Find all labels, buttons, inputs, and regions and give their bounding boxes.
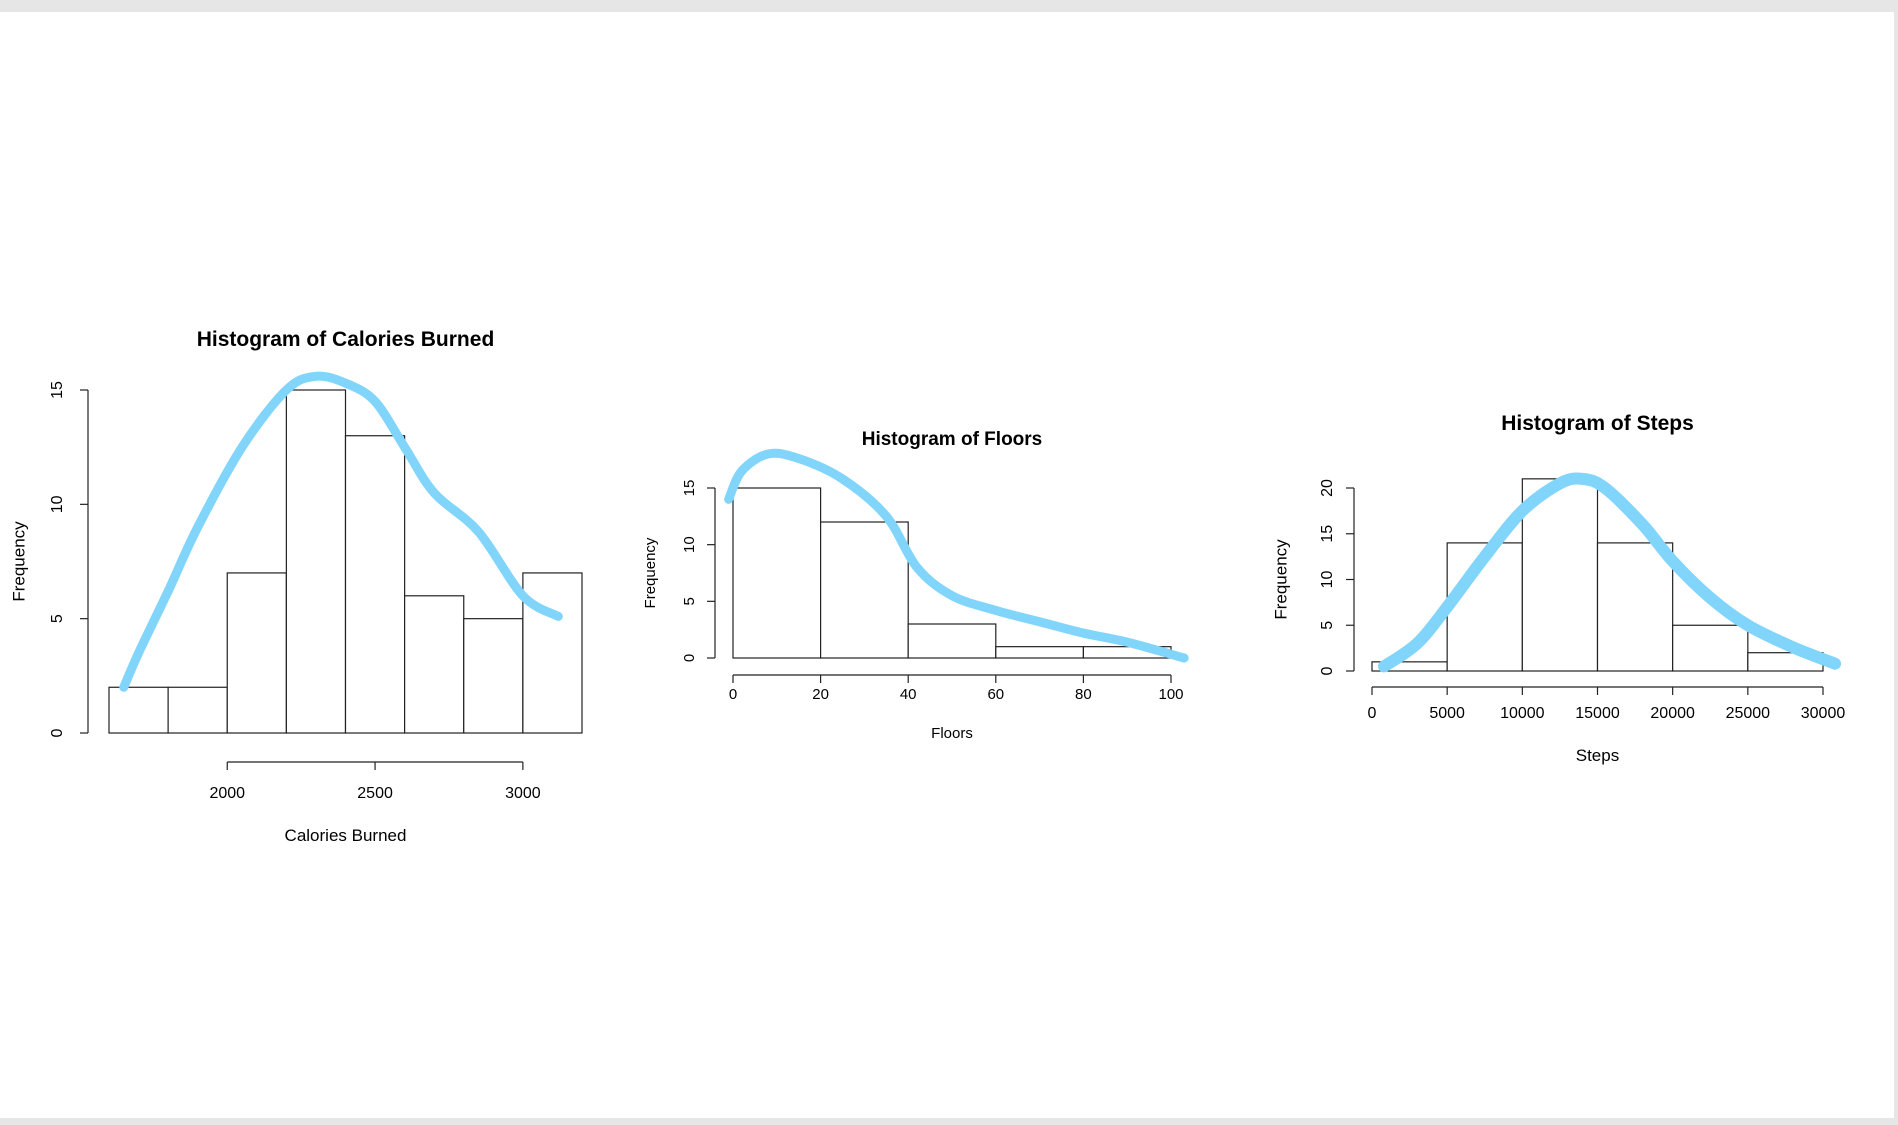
y-tick-label: 0 [681, 654, 698, 662]
histogram-figure: Histogram of Calories Burned 0 5 10 15 Freque… [9, 328, 1845, 845]
histogram-bar [404, 595, 465, 734]
x-tick-label: 15000 [1575, 705, 1620, 722]
chart-title: Histogram of Steps [1501, 412, 1694, 435]
chart-title: Histogram of Floors [862, 429, 1043, 450]
chart-panel-1: Histogram of Calories Burned 0 5 10 15 Freque… [9, 328, 583, 845]
y-tick-label: 0 [49, 728, 66, 737]
histogram-bar [907, 623, 997, 659]
histogram-bar [226, 572, 287, 734]
x-tick-label: 30000 [1801, 705, 1846, 722]
x-tick-label: 20 [812, 686, 829, 703]
y-tick-label: 10 [49, 495, 66, 513]
y-tick-label: 10 [681, 536, 698, 553]
x-axis-label: Steps [1576, 746, 1619, 765]
chart-title: Histogram of Calories Burned [197, 328, 495, 351]
x-tick-label: 10000 [1500, 705, 1545, 722]
y-tick-label: 15 [49, 381, 66, 399]
histogram-bar [344, 435, 406, 734]
overlay-curve [724, 448, 1189, 663]
x-tick-label: 2500 [357, 785, 393, 802]
chart-panel-2: Histogram of Floors 0 5 10 15 Frequency 0 20 40 6… [642, 429, 1189, 742]
x-tick-label: 20000 [1650, 705, 1695, 722]
y-axis-label: Frequency [1271, 539, 1290, 620]
x-tick-label: 2000 [209, 785, 245, 802]
histogram-bar [1596, 542, 1674, 672]
histogram-bar [463, 618, 524, 734]
y-tick-label: 15 [681, 480, 698, 497]
x-axis-label: Floors [931, 725, 973, 742]
x-tick-label: 3000 [505, 785, 541, 802]
y-tick-label: 15 [1319, 525, 1336, 543]
slide-canvas: Histogram of Calories Burned 0 5 10 15 Freque… [0, 12, 1894, 1118]
x-axis-label: Calories Burned [285, 826, 407, 845]
y-tick-label: 10 [1319, 571, 1336, 589]
x-tick-label: 0 [729, 686, 737, 703]
histogram-bar [522, 572, 583, 734]
histogram-bar [108, 686, 169, 734]
histogram-bar [819, 521, 909, 659]
histogram-bar [1672, 624, 1749, 672]
overlay-curve [119, 371, 563, 692]
x-tick-label: 80 [1075, 686, 1092, 703]
x-tick-label: 5000 [1429, 705, 1465, 722]
y-tick-label: 0 [1319, 666, 1336, 675]
y-tick-label: 5 [1319, 621, 1336, 630]
y-tick-label: 20 [1319, 479, 1336, 497]
y-tick-label: 5 [681, 597, 698, 605]
overlay-curve [1378, 472, 1842, 673]
x-tick-label: 60 [987, 686, 1004, 703]
histogram-bar [995, 646, 1084, 659]
histogram-bar [285, 389, 347, 734]
y-tick-label: 5 [49, 614, 66, 623]
histogram-bar [167, 686, 228, 734]
x-tick-label: 100 [1158, 686, 1183, 703]
y-axis-label: Frequency [9, 521, 28, 602]
chart-panel-3: Histogram of Steps 0 5 10 15 20 Frequency 0 5000… [1271, 412, 1845, 765]
x-tick-label: 0 [1368, 705, 1377, 722]
histogram-bar [1521, 478, 1599, 672]
y-axis-label: Frequency [642, 537, 659, 608]
histogram-bar [732, 487, 822, 659]
x-tick-label: 25000 [1726, 705, 1771, 722]
x-tick-label: 40 [900, 686, 917, 703]
